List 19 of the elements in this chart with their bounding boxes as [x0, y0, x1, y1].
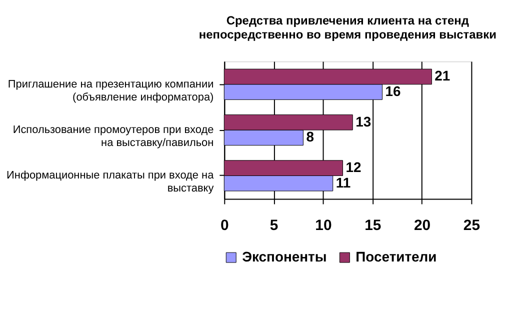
text: Средства привлечения клиента на стенд — [226, 13, 469, 28]
x-tick-label: 5 — [270, 217, 278, 234]
x-tick-label: 0 — [220, 217, 229, 234]
x-tick-label: 20 — [414, 217, 431, 234]
data-label: 11 — [336, 174, 351, 190]
data-label: 21 — [434, 68, 450, 84]
y-tick-label: Приглашение на презентацию компании (объявление информатора) — [8, 78, 214, 104]
legend-label: Посетители — [356, 248, 437, 265]
y-tick-label: Использование промоутеров при входе на выставку/павильон — [12, 124, 214, 149]
data-label: 16 — [385, 82, 402, 99]
x-tick-label: 10 — [315, 217, 332, 234]
data-label: 12 — [346, 159, 362, 176]
text: непосредственно во время проведения выставки — [198, 27, 496, 42]
legend-label: Экспоненты — [242, 248, 327, 265]
y-tick-label: Информационные плакаты при входе на выставку — [6, 170, 215, 195]
x-tick-label: 25 — [463, 217, 480, 234]
x-tick-label: 15 — [364, 217, 382, 234]
data-label: 13 — [356, 113, 372, 130]
data-label: 8 — [306, 128, 314, 145]
